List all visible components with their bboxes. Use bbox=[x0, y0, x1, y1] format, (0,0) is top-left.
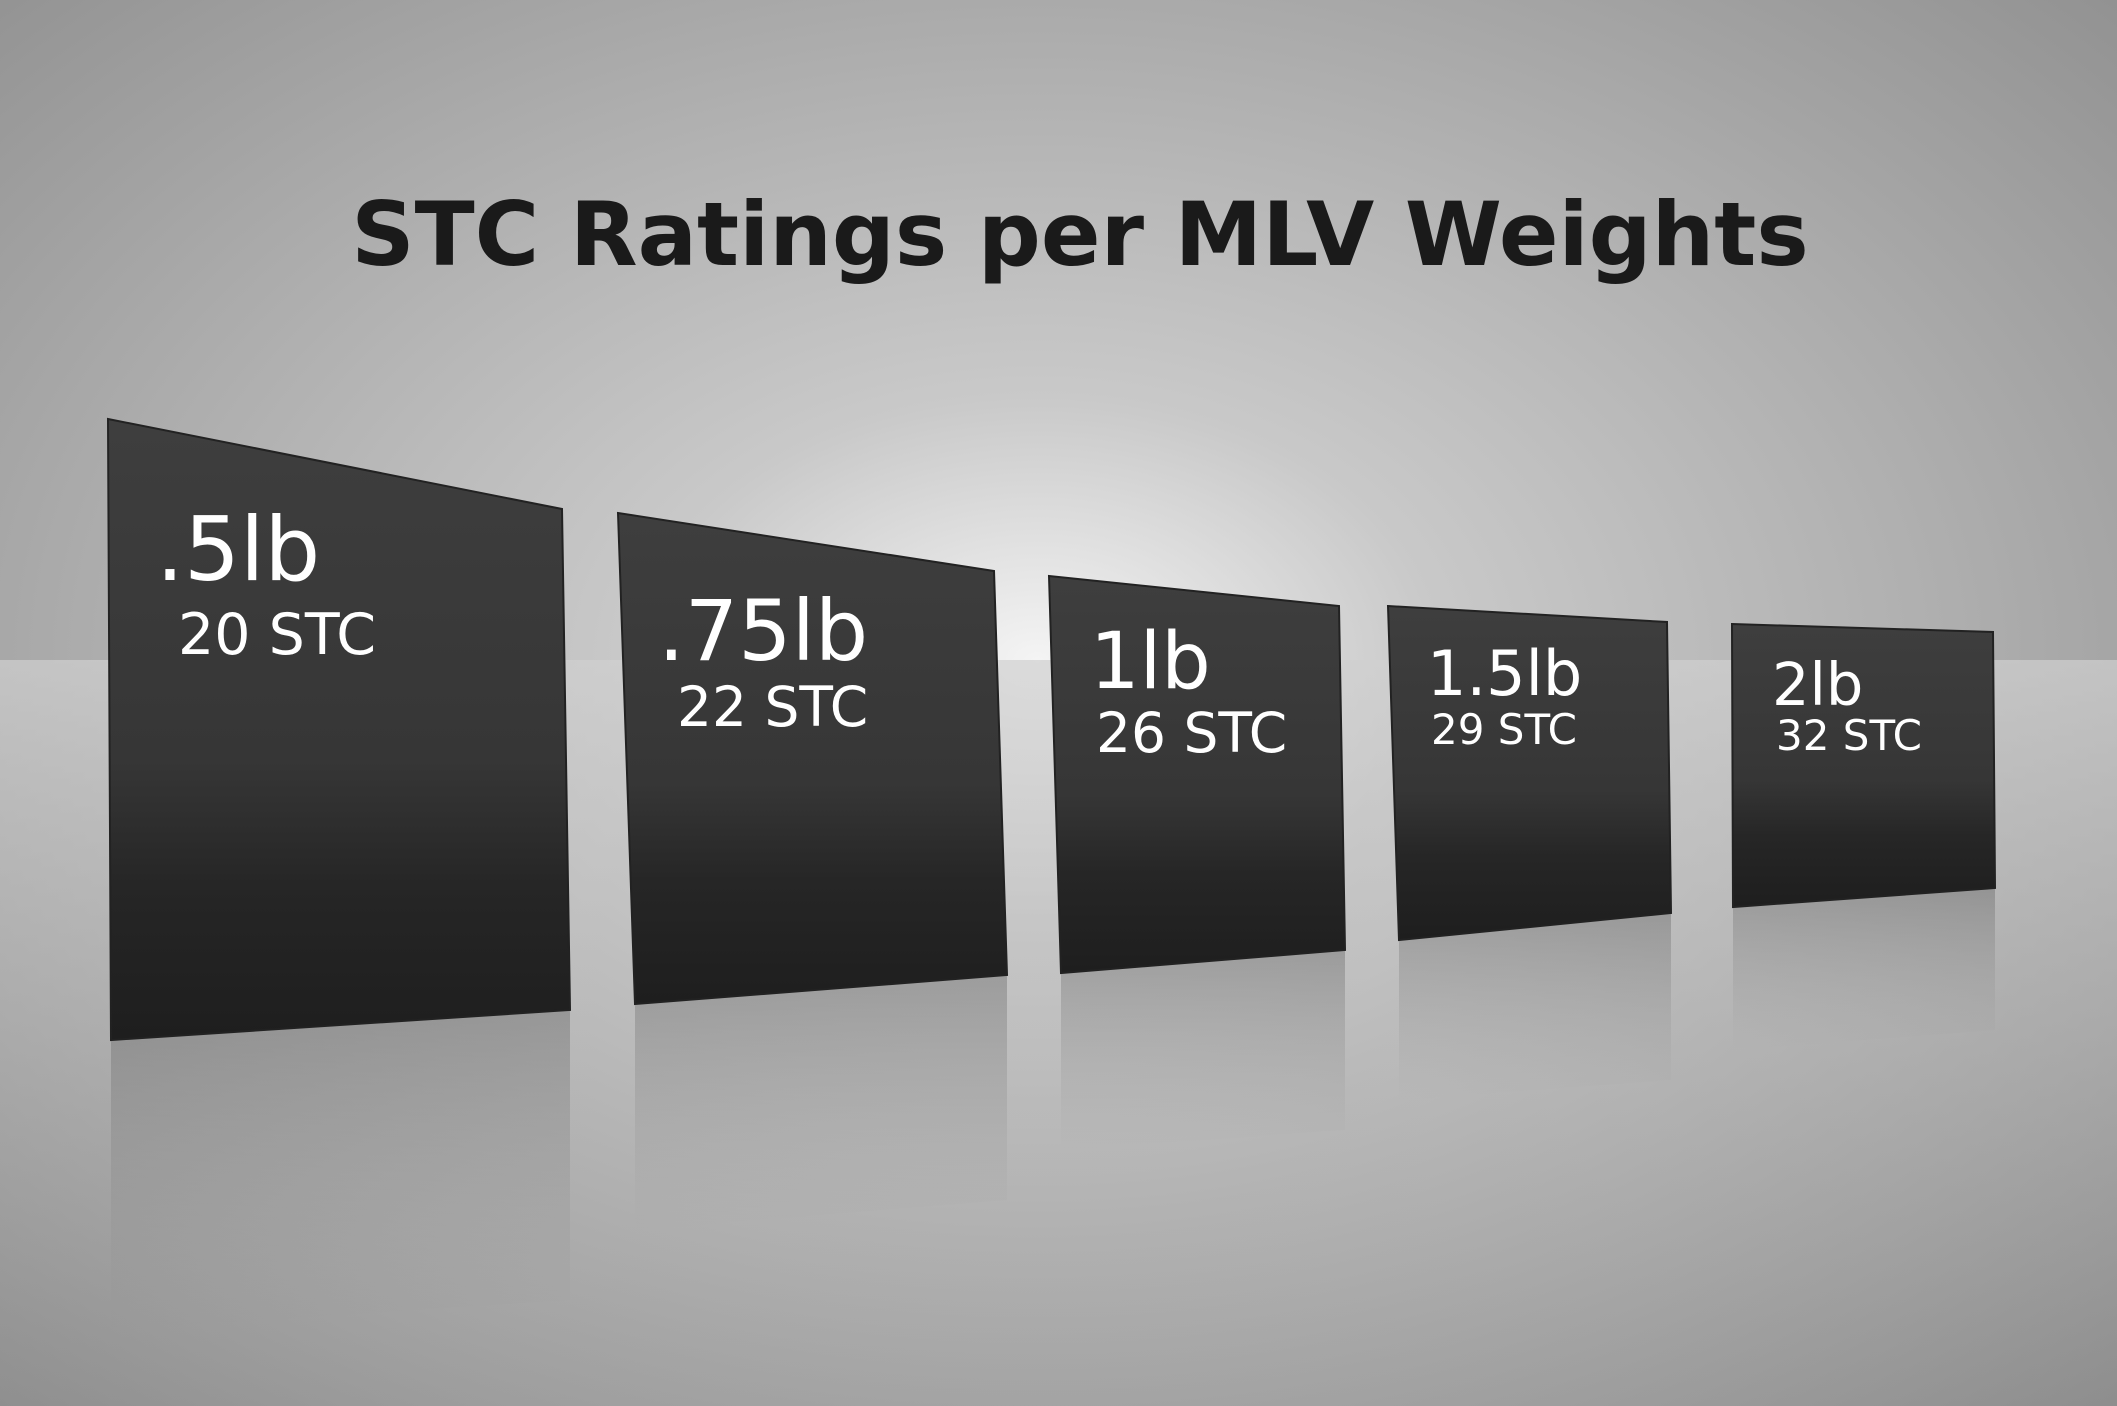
reflections bbox=[111, 888, 1995, 1330]
panel: 2lb 32 STC bbox=[1730, 622, 1997, 909]
stc-rating: 20 STC bbox=[178, 602, 376, 668]
mlv-sheet bbox=[1047, 574, 1347, 975]
mlv-sheet bbox=[1730, 622, 1997, 909]
weight: 1lb bbox=[1090, 617, 1211, 707]
reflection bbox=[1399, 913, 1671, 1100]
stc-rating: 26 STC bbox=[1096, 701, 1287, 765]
stc-rating: 22 STC bbox=[677, 675, 868, 739]
reflection bbox=[635, 975, 1007, 1230]
title: STC Ratings per MLV Weights bbox=[351, 183, 1809, 286]
weight: 2lb bbox=[1772, 650, 1863, 719]
weight: 1.5lb bbox=[1427, 637, 1582, 710]
mlv-sheet bbox=[106, 417, 572, 1042]
reflection bbox=[1733, 888, 1995, 1050]
panel: 1lb 26 STC bbox=[1047, 574, 1347, 975]
panel: 1.5lb 29 STC bbox=[1386, 604, 1673, 942]
mlv-sheet bbox=[1386, 604, 1673, 942]
stc-rating: 29 STC bbox=[1431, 705, 1577, 754]
stc-rating: 32 STC bbox=[1776, 711, 1922, 760]
mlv-sheet bbox=[616, 511, 1009, 1006]
panel: .5lb 20 STC bbox=[106, 417, 572, 1042]
reflection bbox=[111, 1010, 570, 1330]
weight: .75lb bbox=[658, 582, 868, 680]
panel: .75lb 22 STC bbox=[616, 511, 1009, 1006]
weight: .5lb bbox=[156, 498, 320, 601]
reflection bbox=[1061, 950, 1345, 1150]
